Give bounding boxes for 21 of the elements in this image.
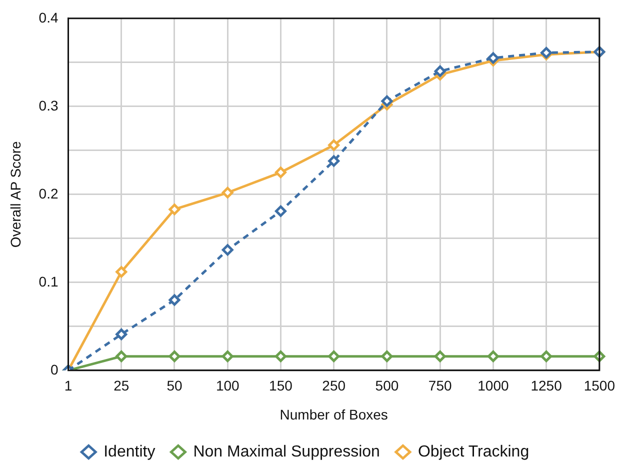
y-tick-label: 0.2 <box>38 185 58 202</box>
x-tick-label: 1 <box>64 378 72 394</box>
x-tick-label: 1250 <box>530 378 562 394</box>
legend-label: Object Tracking <box>418 443 530 460</box>
y-axis-title: Overall AP Score <box>7 141 24 248</box>
legend-label: Identity <box>104 443 156 460</box>
x-tick-label: 1000 <box>478 378 509 394</box>
legend-label: Non Maximal Suppression <box>193 443 380 460</box>
x-tick-label: 750 <box>428 378 452 394</box>
y-tick-label: 0.3 <box>38 97 58 114</box>
x-tick-label: 250 <box>322 378 346 394</box>
y-tick-label: 0 <box>50 361 58 378</box>
x-tick-label: 500 <box>375 378 399 394</box>
x-tick-label: 100 <box>216 378 240 394</box>
y-tick-label: 0.1 <box>38 273 58 290</box>
x-tick-label: 1500 <box>584 378 616 394</box>
x-tick-label: 50 <box>166 378 182 394</box>
x-tick-label: 25 <box>114 378 130 394</box>
x-axis-title: Number of Boxes <box>280 406 388 422</box>
x-tick-label: 150 <box>269 378 293 394</box>
y-tick-label: 0.4 <box>38 9 58 26</box>
